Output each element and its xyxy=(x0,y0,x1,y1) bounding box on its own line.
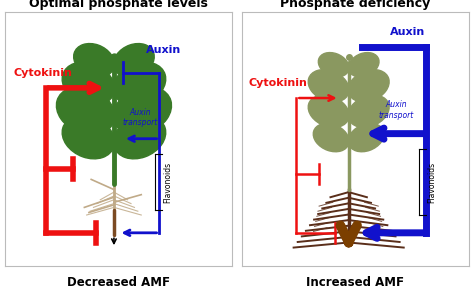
Ellipse shape xyxy=(308,95,349,127)
Ellipse shape xyxy=(348,53,379,77)
Text: Decreased AMF: Decreased AMF xyxy=(67,276,170,289)
Text: Cytokinin: Cytokinin xyxy=(248,78,308,88)
Ellipse shape xyxy=(62,116,115,159)
Ellipse shape xyxy=(113,87,172,135)
Ellipse shape xyxy=(348,70,389,102)
Text: Auxin: Auxin xyxy=(146,45,181,55)
Text: Auxin
transport: Auxin transport xyxy=(379,100,414,120)
Ellipse shape xyxy=(62,62,115,105)
Text: Increased AMF: Increased AMF xyxy=(307,276,404,289)
Title: Phosphate deficiency: Phosphate deficiency xyxy=(281,0,430,10)
Ellipse shape xyxy=(319,53,349,77)
Ellipse shape xyxy=(73,44,114,77)
Text: Cytokinin: Cytokinin xyxy=(14,68,73,78)
Ellipse shape xyxy=(308,70,349,102)
Ellipse shape xyxy=(113,116,166,159)
Text: Flavonoids: Flavonoids xyxy=(427,161,436,203)
Ellipse shape xyxy=(56,87,115,135)
Text: Flavonoids: Flavonoids xyxy=(163,161,172,203)
Text: Auxin
transport: Auxin transport xyxy=(122,108,158,127)
Ellipse shape xyxy=(348,123,384,152)
Ellipse shape xyxy=(313,123,349,152)
Ellipse shape xyxy=(113,62,166,105)
Ellipse shape xyxy=(113,44,154,77)
Title: Optimal phosphate levels: Optimal phosphate levels xyxy=(29,0,208,10)
Text: Auxin: Auxin xyxy=(390,27,425,37)
Ellipse shape xyxy=(348,95,389,127)
